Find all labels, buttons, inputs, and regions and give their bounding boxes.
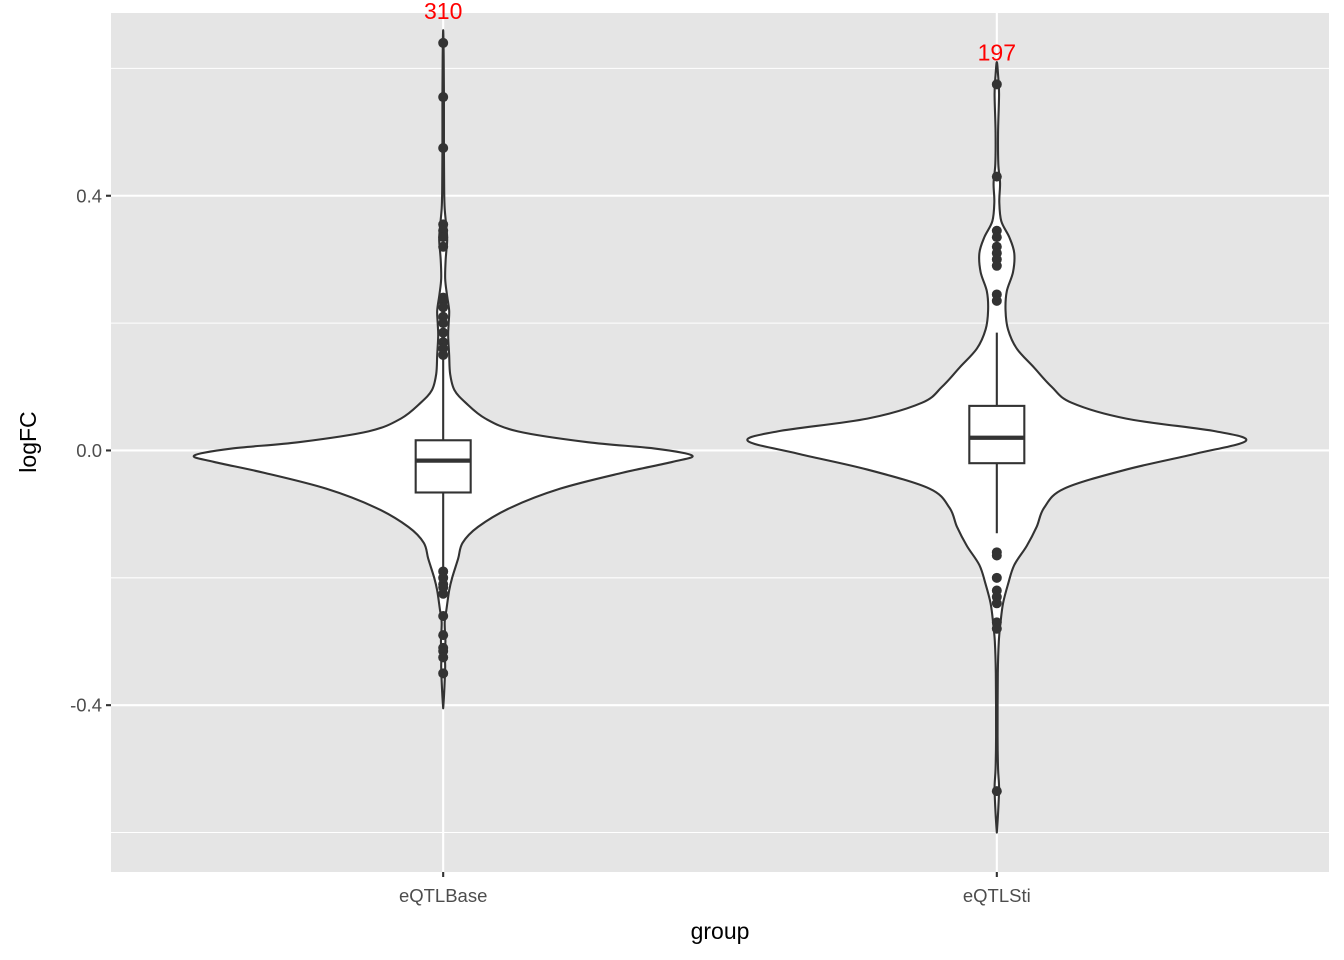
outlier-point <box>438 232 449 243</box>
outlier-point <box>438 630 449 641</box>
outlier-point <box>991 598 1002 609</box>
count-labels: 310 197 <box>424 0 1016 65</box>
outlier-point <box>438 652 449 663</box>
x-axis-title: group <box>691 918 750 944</box>
outlier-point <box>438 241 449 252</box>
outlier-point <box>438 327 449 338</box>
outlier-point <box>991 786 1002 797</box>
outlier-point <box>438 302 449 313</box>
outlier-point <box>991 295 1002 306</box>
x-tick-label: eQTLBase <box>399 885 487 906</box>
outlier-point <box>438 92 449 103</box>
outlier-point <box>991 623 1002 634</box>
x-axis: eQTLBase eQTLSti <box>399 872 1031 906</box>
y-tick-label: -0.4 <box>70 695 102 716</box>
x-tick-label: eQTLSti <box>963 885 1031 906</box>
y-axis-title: logFC <box>15 411 41 472</box>
y-axis: -0.4 0.0 0.4 <box>70 185 111 716</box>
box-eQTLSti <box>968 404 1026 465</box>
outlier-point <box>991 79 1002 90</box>
y-tick-label: 0.0 <box>76 440 102 461</box>
outlier-points <box>438 37 1002 797</box>
outlier-point <box>438 37 449 48</box>
outlier-point <box>991 550 1002 561</box>
outlier-point <box>438 349 449 360</box>
outlier-point <box>438 668 449 679</box>
outlier-point <box>438 318 449 329</box>
box-eQTLBase <box>414 439 472 494</box>
outlier-point <box>991 572 1002 583</box>
boxplots <box>414 332 1026 572</box>
outlier-point <box>991 171 1002 182</box>
outlier-point <box>438 611 449 622</box>
outlier-point <box>438 142 449 153</box>
y-tick-label: 0.4 <box>76 185 102 206</box>
count-label: 197 <box>978 39 1016 65</box>
outlier-point <box>991 260 1002 271</box>
count-label: 310 <box>424 0 462 24</box>
outlier-point <box>991 232 1002 243</box>
outlier-point <box>438 588 449 599</box>
